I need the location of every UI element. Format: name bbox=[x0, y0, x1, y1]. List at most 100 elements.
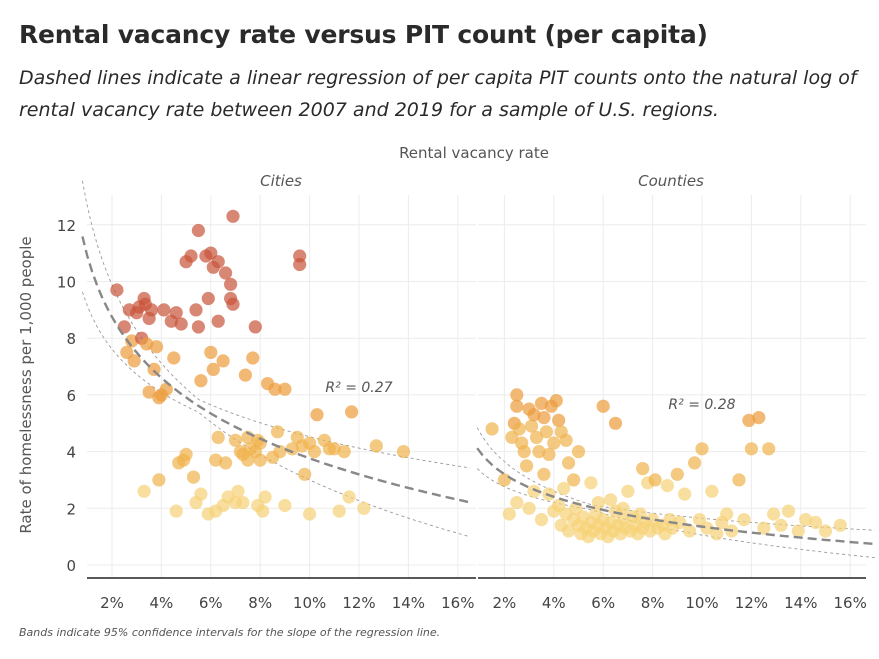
data-point bbox=[285, 442, 299, 456]
data-point bbox=[273, 445, 287, 459]
data-point bbox=[149, 340, 164, 354]
data-point bbox=[744, 442, 759, 456]
data-point bbox=[752, 411, 766, 425]
chart-footnote: Bands indicate 95% confidence intervals … bbox=[19, 626, 441, 639]
data-point bbox=[206, 362, 220, 376]
data-point bbox=[559, 433, 573, 447]
data-point bbox=[179, 447, 193, 461]
data-point bbox=[527, 408, 541, 422]
data-point bbox=[216, 354, 230, 368]
data-point bbox=[303, 507, 317, 521]
x-tick-label: 4% bbox=[150, 594, 174, 612]
data-point bbox=[253, 453, 267, 467]
data-point bbox=[396, 445, 411, 459]
data-point bbox=[211, 255, 225, 269]
data-point bbox=[660, 479, 675, 493]
confidence-band-lower bbox=[81, 291, 471, 538]
data-point bbox=[767, 507, 781, 521]
chart-subtitle: Dashed lines indicate a linear regressio… bbox=[19, 67, 857, 121]
confidence-band-upper bbox=[476, 427, 875, 531]
data-point bbox=[818, 524, 833, 538]
data-point bbox=[152, 473, 166, 487]
data-point bbox=[522, 501, 536, 515]
data-point bbox=[194, 374, 208, 388]
data-point bbox=[700, 521, 714, 535]
y-tick-label: 0 bbox=[66, 557, 76, 575]
x-tick-label: 12% bbox=[735, 594, 768, 612]
regression-line bbox=[81, 236, 471, 504]
data-point bbox=[510, 496, 524, 510]
r-squared-label: R² = 0.28 bbox=[668, 397, 735, 413]
x-axis-label: Rental vacancy rate bbox=[399, 144, 549, 162]
data-point bbox=[186, 470, 201, 484]
data-point bbox=[527, 484, 541, 498]
data-point bbox=[705, 484, 719, 498]
data-point bbox=[278, 498, 292, 513]
x-tick-label: 6% bbox=[199, 594, 223, 612]
data-point bbox=[142, 385, 156, 399]
x-tick-label: 10% bbox=[685, 594, 718, 612]
data-point bbox=[757, 521, 771, 535]
data-point bbox=[692, 513, 707, 527]
data-point bbox=[169, 306, 183, 320]
data-point bbox=[781, 504, 796, 518]
data-point bbox=[737, 513, 751, 527]
data-point bbox=[604, 493, 618, 507]
data-point bbox=[809, 515, 823, 530]
data-point bbox=[710, 527, 724, 541]
data-point bbox=[732, 473, 746, 487]
x-tick-label: 8% bbox=[248, 594, 272, 612]
data-point bbox=[502, 507, 516, 521]
data-point bbox=[357, 501, 371, 515]
data-point bbox=[683, 524, 697, 538]
x-tick-label: 14% bbox=[784, 594, 817, 612]
data-point bbox=[219, 266, 233, 280]
y-tick-label: 4 bbox=[66, 444, 76, 462]
data-point bbox=[678, 487, 692, 501]
data-point bbox=[636, 462, 650, 476]
data-point bbox=[621, 484, 635, 498]
data-point bbox=[189, 303, 203, 317]
data-point bbox=[529, 430, 544, 444]
data-point bbox=[520, 459, 534, 473]
data-point bbox=[547, 436, 561, 450]
data-point bbox=[204, 246, 218, 260]
data-point bbox=[157, 303, 171, 317]
data-point bbox=[219, 456, 233, 470]
x-tick-label: 10% bbox=[293, 594, 326, 612]
data-point bbox=[191, 320, 205, 334]
data-point bbox=[616, 501, 630, 515]
data-point bbox=[127, 354, 141, 368]
data-point bbox=[226, 209, 240, 223]
data-point bbox=[184, 249, 198, 263]
data-point bbox=[552, 413, 566, 427]
data-point bbox=[517, 445, 531, 459]
data-point bbox=[505, 430, 519, 444]
data-point bbox=[497, 473, 511, 487]
data-point bbox=[238, 368, 252, 382]
data-point bbox=[369, 439, 383, 453]
data-point bbox=[537, 467, 551, 481]
scatter-points bbox=[110, 209, 847, 544]
data-point bbox=[246, 351, 260, 365]
data-point bbox=[534, 513, 549, 527]
data-point bbox=[241, 453, 255, 467]
data-point bbox=[532, 445, 546, 459]
data-point bbox=[140, 337, 154, 351]
y-tick-label: 8 bbox=[66, 330, 76, 348]
y-tick-label: 10 bbox=[57, 274, 76, 292]
axes: 0 2 4 6 8 10 12 2% 4% 6% 8% 10% 12% 14% 16% R² = 0.27 2%… bbox=[57, 217, 867, 612]
data-point bbox=[549, 394, 563, 408]
data-point bbox=[596, 399, 610, 413]
data-point bbox=[525, 419, 539, 433]
data-point bbox=[204, 345, 218, 359]
y-tick-label: 2 bbox=[66, 500, 76, 518]
data-point bbox=[562, 524, 576, 538]
y-axis-label: Rate of homelessness per 1,000 people bbox=[17, 236, 35, 533]
y-tick-label: 12 bbox=[57, 217, 76, 235]
x-tick-label: 14% bbox=[392, 594, 425, 612]
data-point bbox=[226, 297, 240, 311]
panel-title-counties: Counties bbox=[638, 172, 704, 190]
data-point bbox=[833, 518, 847, 532]
y-tick-label: 6 bbox=[66, 387, 76, 405]
